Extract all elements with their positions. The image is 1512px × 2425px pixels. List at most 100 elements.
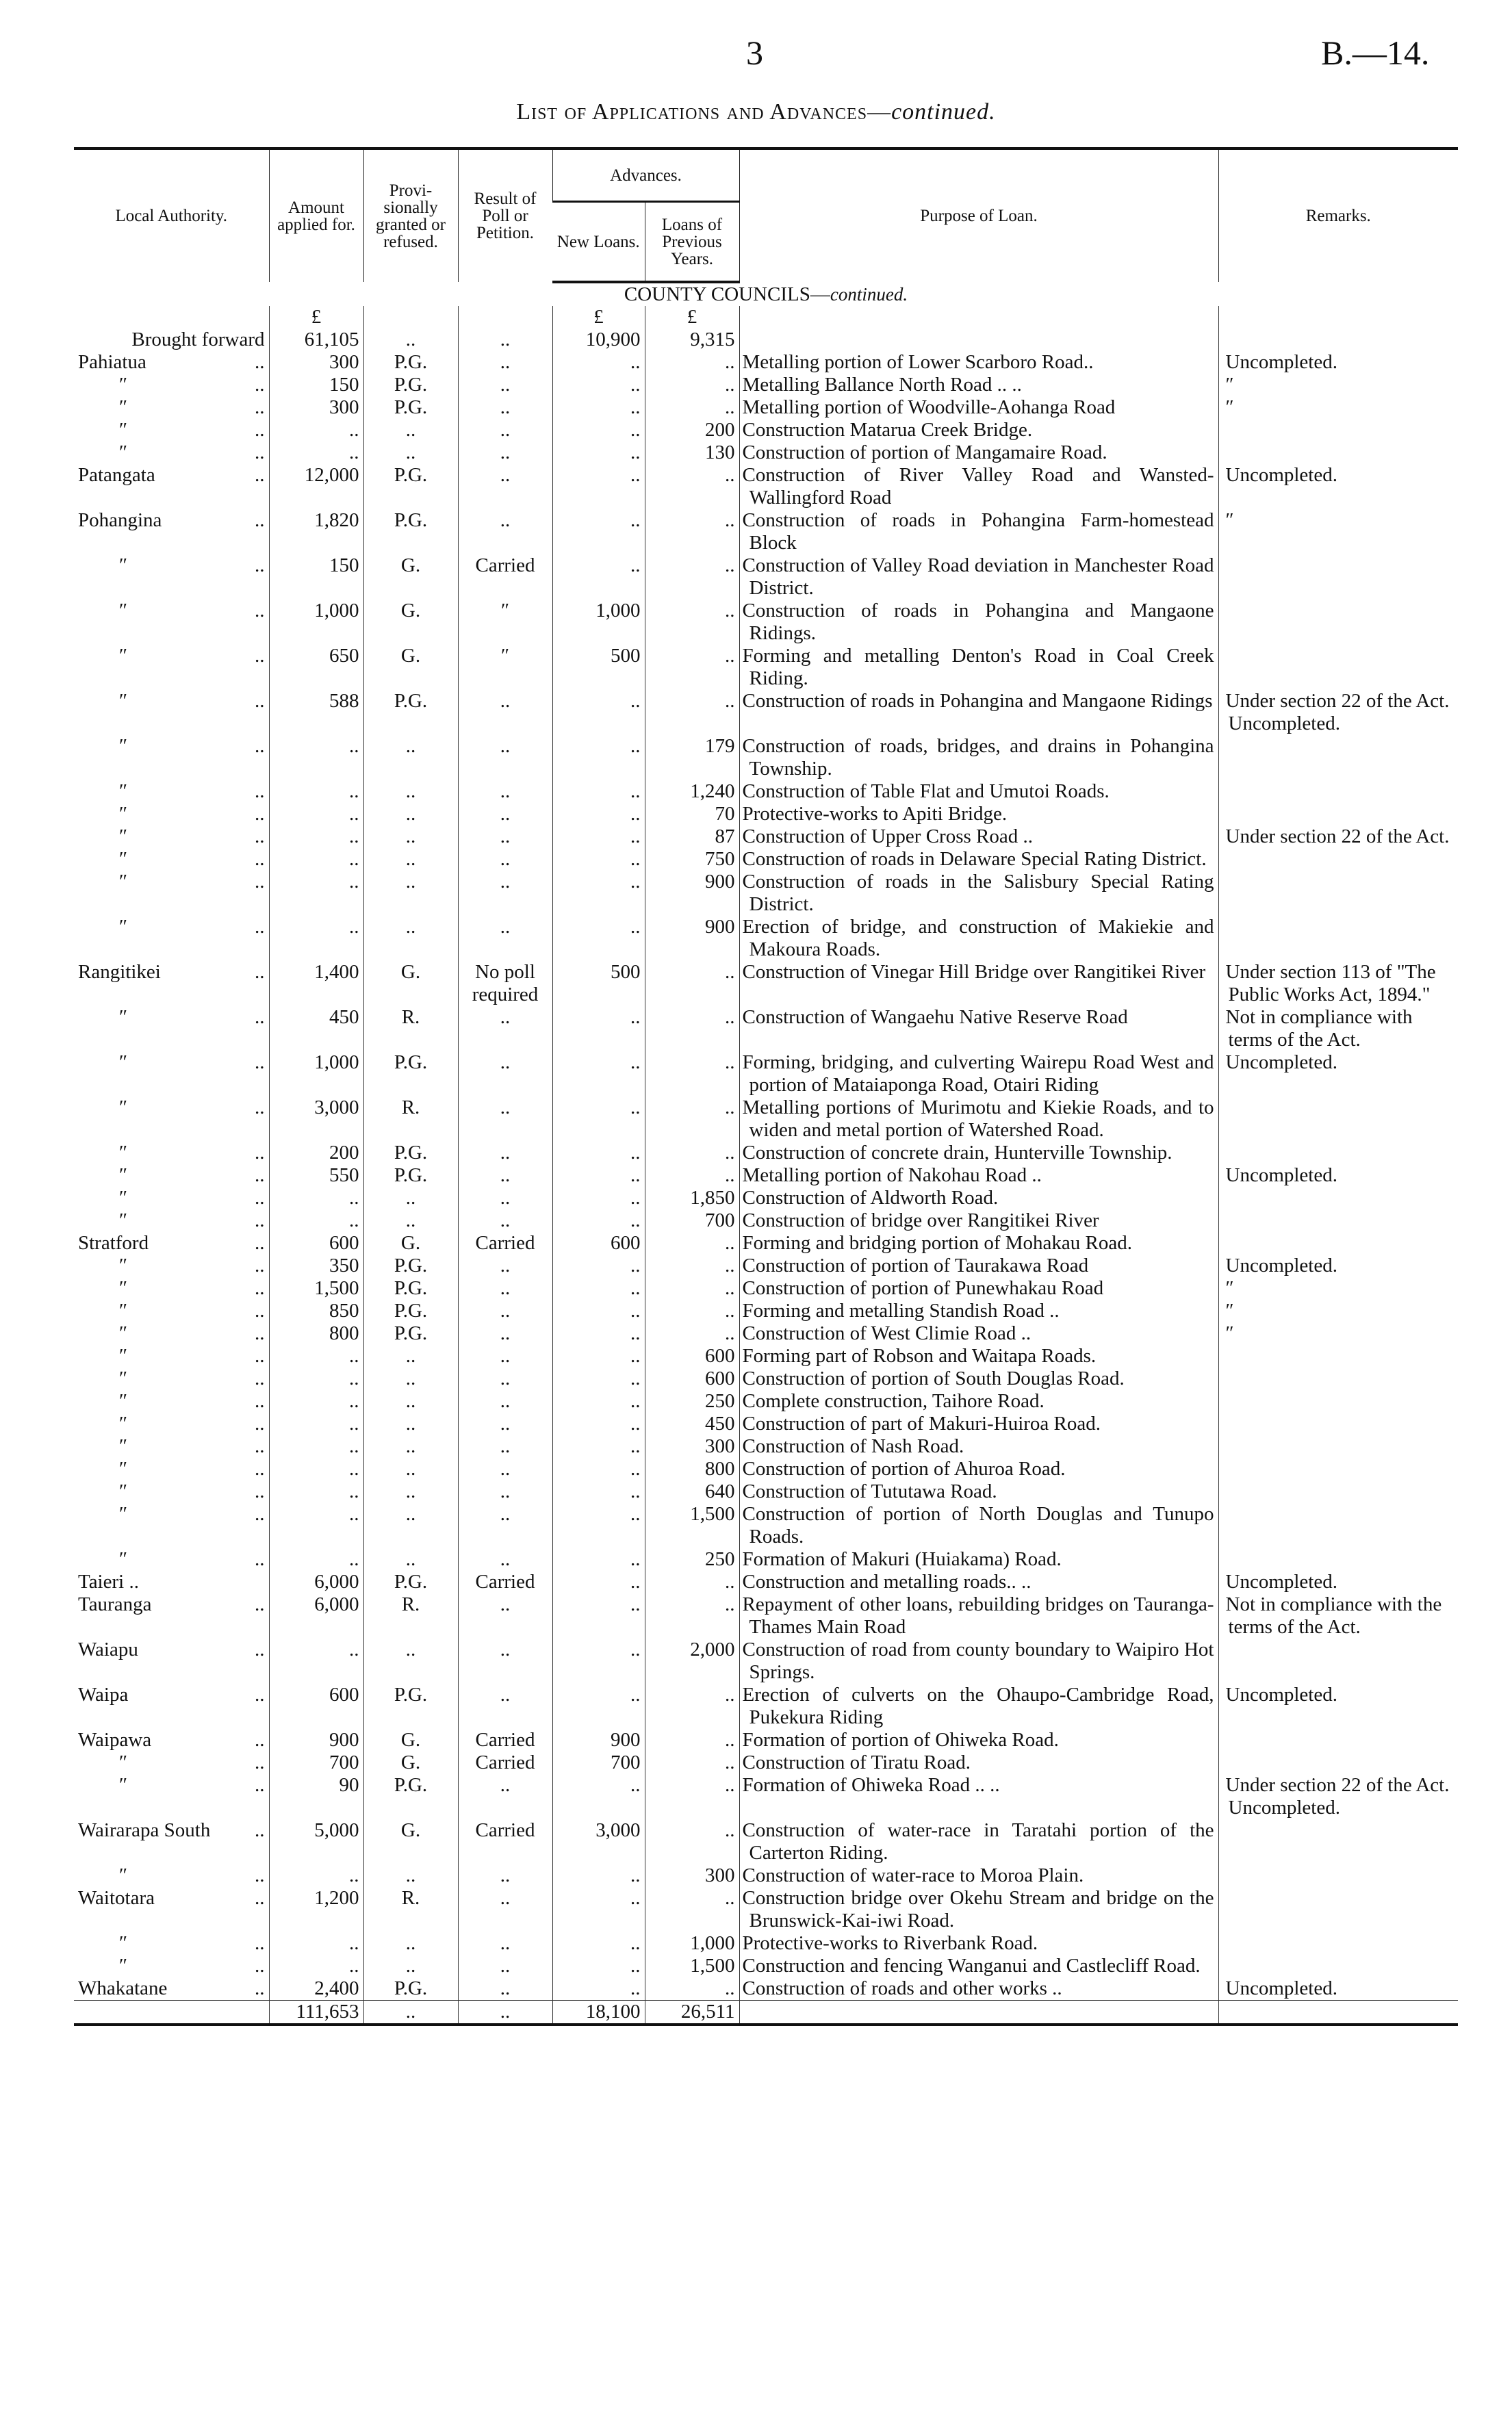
result-cell: .. [457,1187,552,1209]
local-authority-name: Rangitikei [78,961,161,983]
remarks-cell [1218,1932,1458,1955]
local-authority-cell: ″.. [74,1277,269,1300]
previous-loans-cell: .. [644,1819,739,1864]
purpose-cell: Construction of road from county boundar… [739,1639,1218,1684]
previous-loans-cell: 1,500 [644,1503,739,1548]
purpose-cell: Construction of roads in Pohangina and M… [739,690,1218,735]
purpose-cell: Forming and metalling Standish Road .. [739,1300,1218,1322]
table-row: ″.......... 200 Construction Matarua Creek… [74,419,1458,441]
local-authority-name: ″ [119,1413,128,1435]
purpose-cell: Construction of roads in Delaware Specia… [739,848,1218,871]
new-loans-cell: .. [552,1435,645,1458]
result-cell: .. [457,780,552,803]
previous-loans-cell: .. [644,1096,739,1142]
purpose-cell: Construction of concrete drain, Huntervi… [739,1142,1218,1164]
local-authority-name: ″ [119,1390,128,1412]
new-loans-cell: .. [552,1209,645,1232]
new-loans-cell: .. [552,1887,645,1932]
provisional-cell: P.G. [363,374,458,396]
previous-loans-cell: 1,000 [644,1932,739,1955]
local-authority-name: ″ [119,441,128,463]
leader-dots: .. [255,509,265,531]
purpose-cell: Repayment of other loans, rebuilding bri… [739,1593,1218,1639]
local-authority-name: ″ [119,1480,128,1502]
previous-loans-cell: .. [644,509,739,554]
previous-loans-cell: 70 [644,803,739,825]
previous-loans-cell: .. [644,1051,739,1096]
provisional-cell: .. [363,1209,458,1232]
amount-cell: 150 [268,554,363,600]
leader-dots: .. [255,351,265,373]
leader-dots: .. [255,1232,265,1254]
previous-loans-cell: .. [644,1593,739,1639]
table-row: Wairarapa South.. 5,000 G. Carried 3,000.. Co… [74,1819,1458,1864]
amount-cell: .. [268,1480,363,1503]
remarks-cell [1218,1435,1458,1458]
local-authority-name: ″ [119,803,128,825]
new-loans-cell: .. [552,1413,645,1435]
purpose-cell: Construction of Wangaehu Native Reserve … [739,1006,1218,1051]
provisional-cell: .. [363,735,458,780]
purpose-cell: Construction of roads in the Salisbury S… [739,871,1218,916]
new-loans-cell: .. [552,509,645,554]
provisional-cell: P.G. [363,1051,458,1096]
new-loans-cell: .. [552,1864,645,1887]
result-cell: .. [457,690,552,735]
amount-cell: .. [268,1458,363,1480]
leader-dots: .. [255,1413,265,1435]
previous-loans-cell: .. [644,1887,739,1932]
local-authority-cell: ″.. [74,1390,269,1413]
local-authority-name: ″ [119,1051,128,1073]
table-row: ″.......... 900 Erection of bridge, and co… [74,916,1458,961]
table-row: ″.......... 750 Construction of roads in D… [74,848,1458,871]
remarks-cell: ″ [1218,396,1458,419]
local-authority-name: ″ [119,1932,128,1954]
new-loans-cell: 10,900 [552,329,645,351]
previous-loans-cell: 300 [644,1864,739,1887]
purpose-cell: Metalling portion of Woodville-Aohanga R… [739,396,1218,419]
table-row: ″.. 350 P.G....... Construction of portion … [74,1255,1458,1277]
new-loans-cell: .. [552,848,645,871]
provisional-cell: .. [363,1345,458,1368]
new-loans-cell: .. [552,1932,645,1955]
amount-cell: .. [268,916,363,961]
result-cell: .. [457,464,552,509]
previous-loans-cell: 1,500 [644,1955,739,1977]
remarks-cell [1218,1819,1458,1864]
total-row: 111,653 .. .. 18,100 26,511 [74,2000,1458,2026]
previous-loans-cell: .. [644,1277,739,1300]
local-authority-name: ″ [119,1277,128,1299]
provisional-cell: G. [363,600,458,645]
provisional-cell: .. [363,1864,458,1887]
purpose-cell: Construction of portion of North Douglas… [739,1503,1218,1548]
result-cell: .. [457,1639,552,1684]
table-row: ″.......... 900 Construction of roads in t… [74,871,1458,916]
header-provisional: Provi-sionally granted or refused. [363,147,458,282]
amount-cell: 6,000 [268,1571,363,1593]
table-row: ″.......... 250 Complete construction, Tai… [74,1390,1458,1413]
purpose-cell: Construction of portion of Taurakawa Roa… [739,1255,1218,1277]
remarks-cell [1218,1955,1458,1977]
new-loans-cell: .. [552,374,645,396]
result-cell: ″ [457,600,552,645]
purpose-cell: Forming, bridging, and culverting Wairep… [739,1051,1218,1096]
local-authority-cell: ″.. [74,1774,269,1819]
result-cell: .. [457,396,552,419]
local-authority-name: ″ [119,690,128,712]
leader-dots: .. [255,825,265,847]
table-row: ″.......... 250 Formation of Makuri (Huiak… [74,1548,1458,1571]
local-authority-cell: Waipawa.. [74,1729,269,1752]
remarks-cell: Uncompleted. [1218,464,1458,509]
remarks-cell: Under section 22 of the Act. Uncompleted… [1218,690,1458,735]
header-previous-loans: Loans of Previous Years. [644,201,739,283]
purpose-cell: Construction bridge over Okehu Stream an… [739,1887,1218,1932]
remarks-cell: Uncompleted. [1218,1571,1458,1593]
local-authority-cell: Stratford.. [74,1232,269,1255]
new-loans-cell: .. [552,1051,645,1096]
purpose-cell: Forming part of Robson and Waitapa Roads… [739,1345,1218,1368]
remarks-cell: ″ [1218,1277,1458,1300]
amount-cell: .. [268,1932,363,1955]
leader-dots: .. [255,374,265,396]
previous-loans-cell: .. [644,1255,739,1277]
local-authority-cell: Patangata.. [74,464,269,509]
